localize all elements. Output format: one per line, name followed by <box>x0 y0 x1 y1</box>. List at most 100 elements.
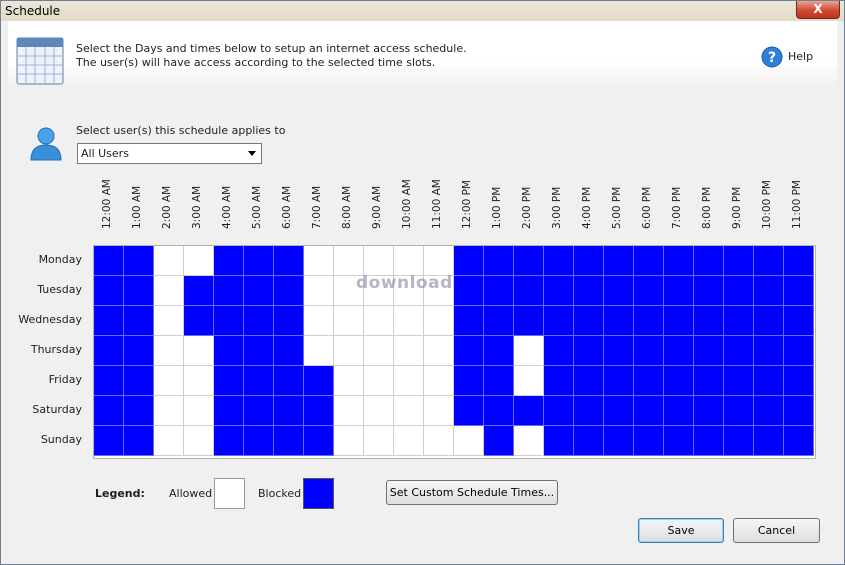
time-slot-blocked[interactable] <box>754 396 784 426</box>
time-slot-blocked[interactable] <box>124 306 154 336</box>
time-slot-allowed[interactable] <box>334 306 364 336</box>
time-slot-blocked[interactable] <box>694 396 724 426</box>
time-slot-blocked[interactable] <box>214 246 244 276</box>
time-slot-blocked[interactable] <box>484 246 514 276</box>
time-slot-blocked[interactable] <box>124 276 154 306</box>
time-slot-blocked[interactable] <box>94 306 124 336</box>
time-slot-blocked[interactable] <box>514 246 544 276</box>
time-slot-blocked[interactable] <box>214 336 244 366</box>
time-slot-blocked[interactable] <box>124 366 154 396</box>
time-slot-blocked[interactable] <box>784 426 814 456</box>
time-slot-blocked[interactable] <box>244 396 274 426</box>
time-slot-blocked[interactable] <box>304 366 334 396</box>
time-slot-blocked[interactable] <box>94 426 124 456</box>
time-slot-allowed[interactable] <box>304 336 334 366</box>
time-slot-blocked[interactable] <box>754 426 784 456</box>
time-slot-blocked[interactable] <box>724 426 754 456</box>
time-slot-blocked[interactable] <box>784 276 814 306</box>
time-slot-blocked[interactable] <box>214 396 244 426</box>
time-slot-blocked[interactable] <box>94 246 124 276</box>
time-slot-blocked[interactable] <box>124 336 154 366</box>
time-slot-blocked[interactable] <box>94 396 124 426</box>
time-slot-allowed[interactable] <box>424 396 454 426</box>
time-slot-blocked[interactable] <box>244 426 274 456</box>
time-slot-blocked[interactable] <box>274 426 304 456</box>
time-slot-blocked[interactable] <box>454 306 484 336</box>
time-slot-allowed[interactable] <box>154 246 184 276</box>
time-slot-blocked[interactable] <box>604 246 634 276</box>
time-slot-blocked[interactable] <box>544 246 574 276</box>
time-slot-blocked[interactable] <box>124 396 154 426</box>
time-slot-blocked[interactable] <box>694 276 724 306</box>
time-slot-blocked[interactable] <box>574 426 604 456</box>
time-slot-allowed[interactable] <box>394 366 424 396</box>
help-link[interactable]: Help <box>788 50 814 63</box>
time-slot-allowed[interactable] <box>364 306 394 336</box>
time-slot-blocked[interactable] <box>454 396 484 426</box>
time-slot-blocked[interactable] <box>634 426 664 456</box>
time-slot-allowed[interactable] <box>184 336 214 366</box>
time-slot-blocked[interactable] <box>214 276 244 306</box>
time-slot-allowed[interactable] <box>514 426 544 456</box>
time-slot-allowed[interactable] <box>394 336 424 366</box>
time-slot-blocked[interactable] <box>574 336 604 366</box>
time-slot-blocked[interactable] <box>184 276 214 306</box>
time-slot-blocked[interactable] <box>244 246 274 276</box>
time-slot-blocked[interactable] <box>604 276 634 306</box>
time-slot-blocked[interactable] <box>634 366 664 396</box>
time-slot-allowed[interactable] <box>304 276 334 306</box>
time-slot-blocked[interactable] <box>694 336 724 366</box>
time-slot-blocked[interactable] <box>124 426 154 456</box>
time-slot-blocked[interactable] <box>784 306 814 336</box>
time-slot-blocked[interactable] <box>244 366 274 396</box>
time-slot-blocked[interactable] <box>244 276 274 306</box>
time-slot-allowed[interactable] <box>154 336 184 366</box>
time-slot-blocked[interactable] <box>724 366 754 396</box>
time-slot-blocked[interactable] <box>544 306 574 336</box>
time-slot-blocked[interactable] <box>724 306 754 336</box>
time-slot-blocked[interactable] <box>484 426 514 456</box>
time-slot-blocked[interactable] <box>724 246 754 276</box>
help-icon[interactable]: ? <box>761 46 783 68</box>
time-slot-blocked[interactable] <box>484 306 514 336</box>
time-slot-blocked[interactable] <box>694 246 724 276</box>
time-slot-blocked[interactable] <box>184 306 214 336</box>
time-slot-blocked[interactable] <box>574 276 604 306</box>
time-slot-blocked[interactable] <box>274 246 304 276</box>
time-slot-blocked[interactable] <box>664 306 694 336</box>
time-slot-blocked[interactable] <box>274 276 304 306</box>
time-slot-blocked[interactable] <box>754 276 784 306</box>
time-slot-blocked[interactable] <box>274 336 304 366</box>
time-slot-blocked[interactable] <box>664 366 694 396</box>
time-slot-blocked[interactable] <box>514 306 544 336</box>
time-slot-allowed[interactable] <box>424 336 454 366</box>
cancel-button[interactable]: Cancel <box>733 518 820 543</box>
time-slot-blocked[interactable] <box>574 246 604 276</box>
time-slot-blocked[interactable] <box>304 396 334 426</box>
time-slot-allowed[interactable] <box>334 336 364 366</box>
time-slot-allowed[interactable] <box>364 426 394 456</box>
time-slot-blocked[interactable] <box>634 336 664 366</box>
time-slot-allowed[interactable] <box>514 366 544 396</box>
time-slot-allowed[interactable] <box>514 336 544 366</box>
time-slot-blocked[interactable] <box>484 336 514 366</box>
time-slot-blocked[interactable] <box>634 246 664 276</box>
user-select-dropdown[interactable]: All Users <box>77 143 262 164</box>
time-slot-allowed[interactable] <box>364 336 394 366</box>
time-slot-blocked[interactable] <box>574 306 604 336</box>
time-slot-blocked[interactable] <box>604 306 634 336</box>
time-slot-blocked[interactable] <box>544 336 574 366</box>
time-slot-blocked[interactable] <box>604 366 634 396</box>
time-slot-allowed[interactable] <box>184 246 214 276</box>
time-slot-blocked[interactable] <box>244 336 274 366</box>
time-slot-blocked[interactable] <box>754 366 784 396</box>
time-slot-blocked[interactable] <box>604 336 634 366</box>
time-slot-allowed[interactable] <box>154 306 184 336</box>
time-slot-blocked[interactable] <box>304 426 334 456</box>
time-slot-allowed[interactable] <box>184 426 214 456</box>
time-slot-blocked[interactable] <box>124 246 154 276</box>
time-slot-allowed[interactable] <box>394 426 424 456</box>
time-slot-blocked[interactable] <box>574 366 604 396</box>
time-slot-blocked[interactable] <box>214 426 244 456</box>
time-slot-blocked[interactable] <box>784 246 814 276</box>
